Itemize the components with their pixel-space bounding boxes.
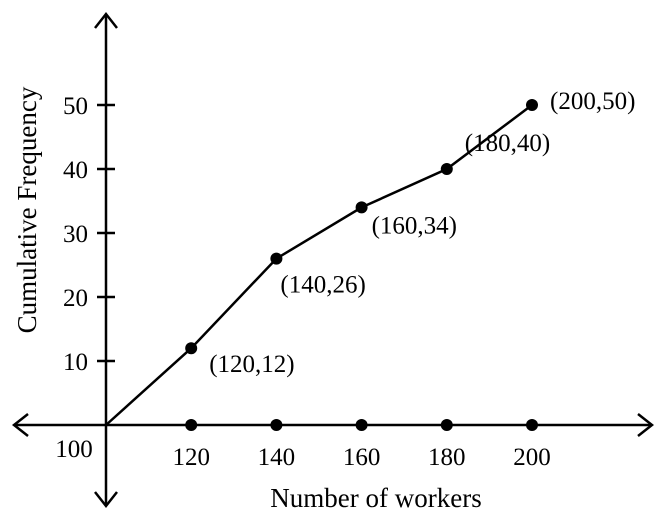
x-tick-label: 200 <box>513 444 551 471</box>
data-point <box>270 252 283 265</box>
x-tick-label: 180 <box>428 444 466 471</box>
y-axis-top-arrow <box>94 11 118 29</box>
point-label: (180,40) <box>465 130 550 157</box>
point-label: (200,50) <box>550 88 635 115</box>
x-tick-label: 120 <box>172 444 210 471</box>
origin-label: 100 <box>55 436 93 463</box>
x-axis-point <box>270 419 283 431</box>
x-axis-point <box>355 419 368 431</box>
data-point <box>440 163 453 175</box>
y-tick-label: 30 <box>63 221 88 248</box>
y-ticks: 10 20 30 40 50 <box>63 93 115 376</box>
y-tick-label: 20 <box>63 285 88 312</box>
data-point <box>526 99 538 111</box>
x-axis-point <box>440 419 453 431</box>
y-axis-bottom-arrow <box>94 491 118 509</box>
point-label: (120,12) <box>209 351 294 378</box>
data-point <box>185 342 198 355</box>
x-axis-title: Number of workers <box>270 483 481 513</box>
x-tick-label: 140 <box>258 444 296 471</box>
y-axis-title: Cumulative Frequency <box>12 86 42 333</box>
data-point <box>355 201 368 214</box>
y-tick-label: 40 <box>63 157 88 184</box>
point-label: (160,34) <box>372 212 457 239</box>
ogive-line <box>105 104 533 426</box>
x-ticks: 120 140 160 180 200 <box>172 419 551 471</box>
point-label: (140,26) <box>280 272 365 299</box>
y-tick-label: 10 <box>63 349 88 376</box>
x-tick-label: 160 <box>343 444 381 471</box>
series: (120,12) (140,26) (160,34) (180,40)(200,50) <box>105 88 635 426</box>
x-axis-point <box>185 419 198 431</box>
y-tick-label: 50 <box>63 93 88 120</box>
x-axis-right-arrow <box>637 413 654 437</box>
x-axis-point <box>526 419 538 431</box>
x-axis-left-arrow <box>11 413 29 437</box>
